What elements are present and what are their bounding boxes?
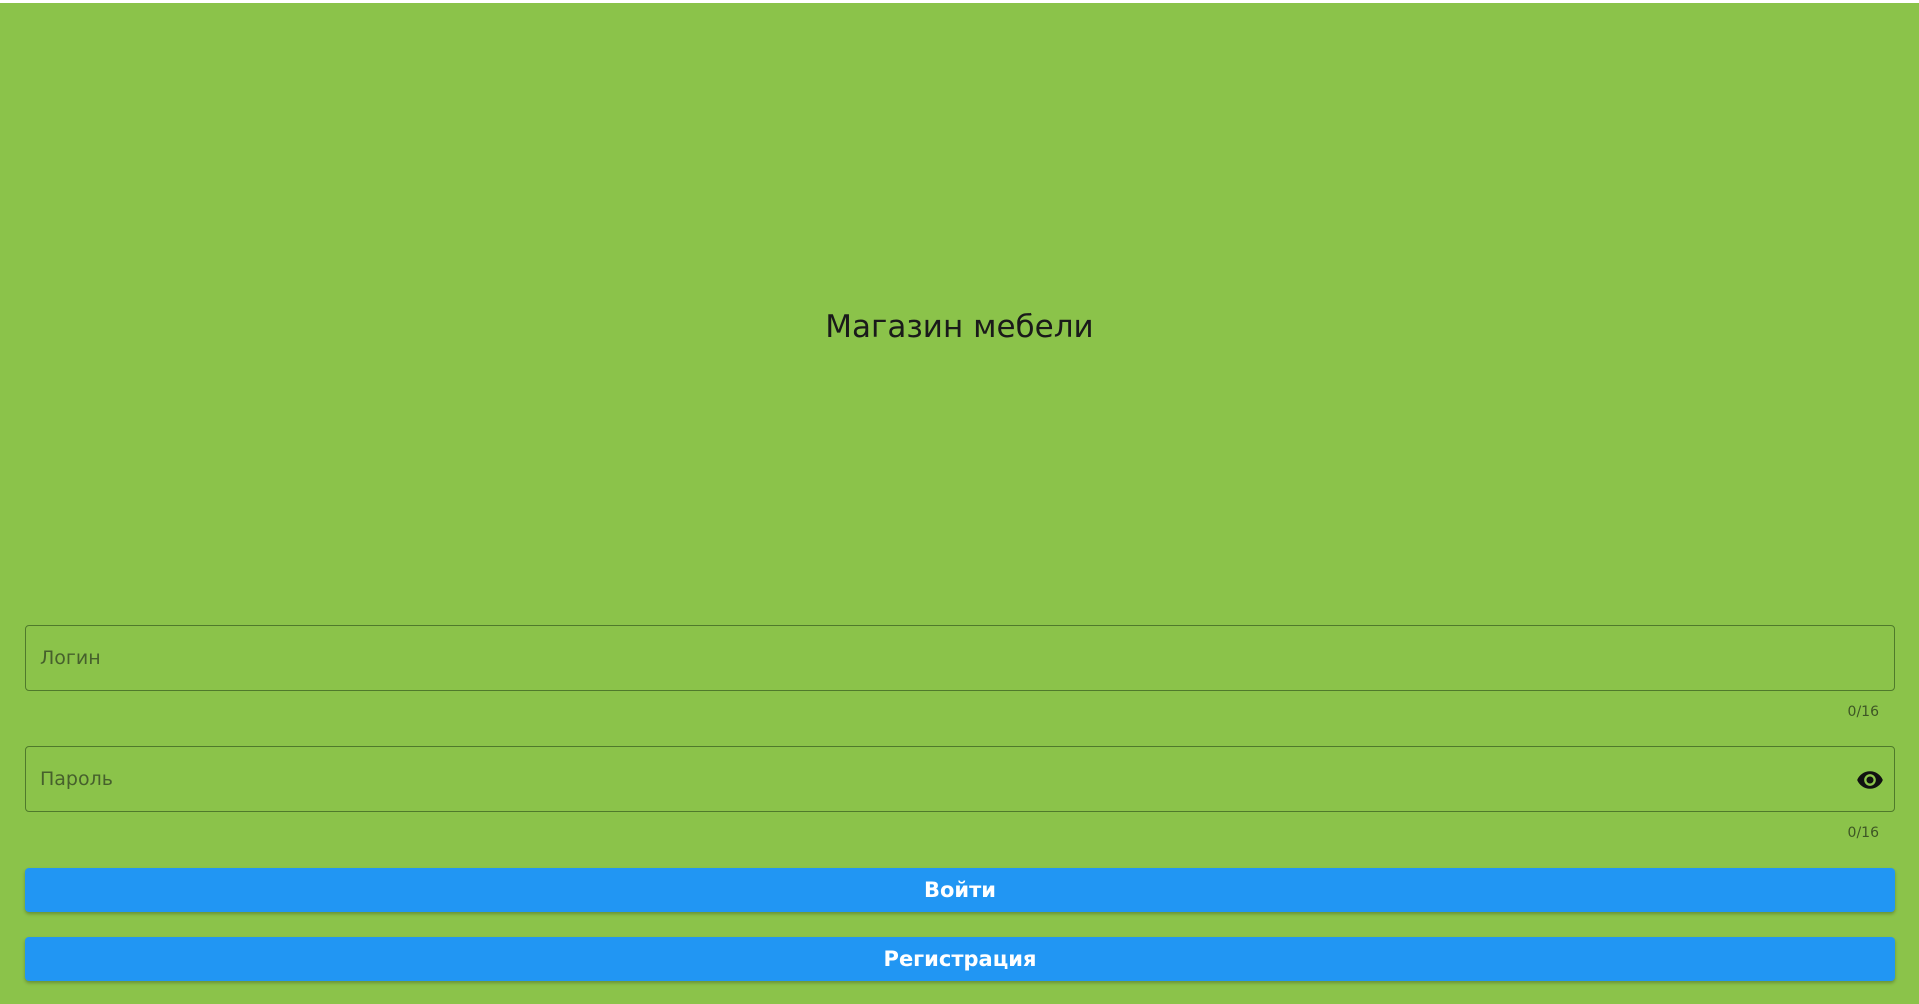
page-title: Магазин мебели — [825, 309, 1094, 345]
login-char-counter: 0/16 — [1847, 704, 1879, 720]
eye-icon[interactable] — [1856, 766, 1884, 794]
password-field-container — [25, 746, 1895, 812]
login-input[interactable] — [26, 626, 1894, 690]
password-char-counter: 0/16 — [1847, 825, 1879, 841]
password-input[interactable] — [26, 747, 1894, 811]
login-field-container — [25, 625, 1895, 691]
register-button[interactable]: Регистрация — [25, 937, 1895, 981]
app-container: Магазин мебели 0/16 0/16 Войти Регистрац… — [0, 3, 1919, 1004]
login-button[interactable]: Войти — [25, 868, 1895, 912]
